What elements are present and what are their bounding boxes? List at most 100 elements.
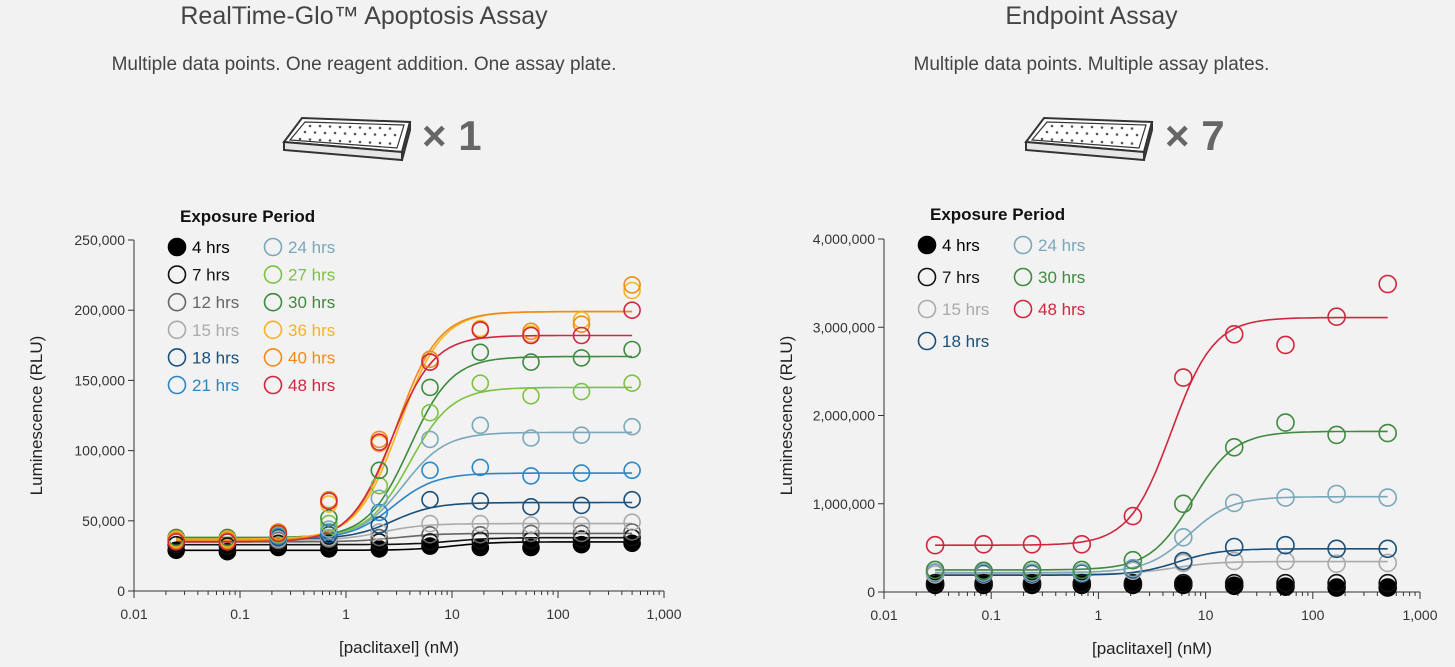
data-point bbox=[370, 476, 389, 495]
data-point bbox=[471, 514, 490, 533]
data-point bbox=[320, 514, 338, 533]
data-point bbox=[1276, 577, 1295, 597]
assay-plate-icon bbox=[282, 116, 412, 162]
y-tick-label: 150,000 bbox=[74, 372, 125, 388]
legend-item: 24 hrs bbox=[1013, 235, 1085, 255]
panel-title: Endpoint Assay bbox=[1005, 2, 1178, 30]
legend-item: 24 hrs bbox=[263, 237, 335, 257]
panel-subtitle: Multiple data points. Multiple assay pla… bbox=[913, 54, 1270, 75]
legend-label: 30 hrs bbox=[1038, 268, 1085, 287]
legend-label: 18 hrs bbox=[942, 332, 989, 351]
data-point bbox=[974, 534, 993, 554]
data-point bbox=[370, 533, 389, 551]
data-point bbox=[1327, 578, 1346, 597]
legend-marker bbox=[1013, 267, 1033, 287]
data-point bbox=[370, 433, 389, 452]
legend-marker bbox=[167, 292, 187, 312]
fit-curve-4-hrs bbox=[176, 541, 633, 552]
legend-item: 48 hrs bbox=[1013, 299, 1085, 319]
data-point bbox=[370, 516, 389, 534]
data-point bbox=[1224, 551, 1244, 571]
legend-marker bbox=[263, 265, 283, 284]
data-point bbox=[370, 461, 389, 480]
legend-item: 21 hrs bbox=[167, 375, 239, 395]
data-point bbox=[1072, 534, 1092, 554]
legend-item: 15 hrs bbox=[917, 299, 989, 319]
data-point bbox=[1378, 423, 1398, 443]
data-point bbox=[370, 503, 389, 522]
fit-curve-21-hrs bbox=[176, 472, 633, 540]
data-point bbox=[1276, 573, 1295, 593]
legend-item: 40 hrs bbox=[263, 348, 335, 367]
data-point bbox=[522, 322, 540, 341]
legend-item: 7 hrs bbox=[167, 265, 230, 285]
legend-marker bbox=[167, 375, 187, 395]
legend-label: 24 hrs bbox=[288, 238, 335, 257]
data-point bbox=[1022, 560, 1042, 580]
fit-curve-7-hrs bbox=[176, 536, 633, 546]
data-point bbox=[421, 430, 439, 449]
data-point bbox=[572, 464, 591, 482]
data-point bbox=[1327, 484, 1346, 504]
data-point bbox=[320, 490, 338, 509]
data-point bbox=[471, 531, 490, 550]
legend-title: Exposure Period bbox=[180, 207, 315, 226]
dose-response-chart-endpoint: 0 1,000,000 2,000,000 3,000,000 4,000,000 0.0… bbox=[777, 205, 1438, 658]
data-point bbox=[522, 429, 540, 447]
data-point bbox=[1327, 554, 1346, 574]
data-point bbox=[1224, 437, 1244, 457]
x-tick-label: 0.1 bbox=[230, 606, 250, 622]
panel-endpoint: Endpoint Assay Multiple data points. Mul… bbox=[728, 0, 1455, 667]
x-tick-label: 10 bbox=[1198, 607, 1214, 623]
x-tick-label: 0.01 bbox=[120, 606, 147, 622]
data-point bbox=[623, 490, 641, 509]
data-point bbox=[1173, 551, 1193, 571]
data-point bbox=[522, 386, 540, 405]
legend-label: 21 hrs bbox=[192, 376, 239, 395]
fit-curve-36-hrs bbox=[176, 310, 633, 540]
data-point bbox=[1224, 537, 1244, 557]
data-point bbox=[1173, 368, 1193, 387]
fit-curve-24-hrs bbox=[935, 495, 1388, 574]
legend-marker bbox=[167, 265, 187, 284]
legend-title: Exposure Period bbox=[930, 205, 1065, 224]
data-point bbox=[522, 524, 540, 543]
y-tick-label: 2,000,000 bbox=[813, 408, 875, 424]
data-point bbox=[1327, 573, 1346, 593]
data-point bbox=[471, 525, 490, 544]
legend-label: 24 hrs bbox=[1038, 236, 1085, 255]
data-point bbox=[623, 461, 641, 480]
data-point bbox=[522, 353, 540, 371]
legend-label: 12 hrs bbox=[192, 293, 239, 312]
data-point bbox=[1173, 527, 1193, 547]
legend-marker bbox=[263, 292, 283, 312]
data-point bbox=[1022, 573, 1042, 593]
legend-marker bbox=[1013, 235, 1033, 255]
dose-response-chart-realtime: 0 50,000 100,000 150,000 200,000 250,000 0.01 0… bbox=[27, 207, 682, 657]
legend-item: 48 hrs bbox=[263, 375, 335, 395]
legend-item: 30 hrs bbox=[263, 292, 335, 312]
y-axis-label: Luminescence (RLU) bbox=[27, 336, 46, 496]
x-tick-label: 100 bbox=[1301, 607, 1325, 623]
data-point bbox=[1378, 274, 1398, 294]
data-point bbox=[1224, 573, 1244, 593]
legend-marker bbox=[263, 320, 283, 340]
x-tick-label: 10 bbox=[444, 606, 460, 622]
data-point bbox=[623, 523, 641, 541]
legend-item: 12 hrs bbox=[167, 292, 239, 312]
legend-marker bbox=[167, 320, 187, 340]
legend-label: 48 hrs bbox=[1038, 300, 1085, 319]
series-48-hrs bbox=[925, 274, 1398, 555]
data-point bbox=[167, 533, 185, 551]
data-point bbox=[1022, 534, 1042, 554]
data-point bbox=[1072, 573, 1092, 593]
data-point bbox=[974, 561, 993, 581]
x-axis-label: [paclitaxel] (nM) bbox=[1092, 639, 1212, 658]
data-point bbox=[471, 374, 490, 393]
data-point bbox=[1327, 539, 1346, 559]
series-7-hrs bbox=[925, 573, 1398, 593]
legend-label: 48 hrs bbox=[288, 376, 335, 395]
data-point bbox=[421, 525, 439, 544]
legend-label: 4 hrs bbox=[942, 236, 980, 255]
data-point bbox=[320, 509, 338, 527]
